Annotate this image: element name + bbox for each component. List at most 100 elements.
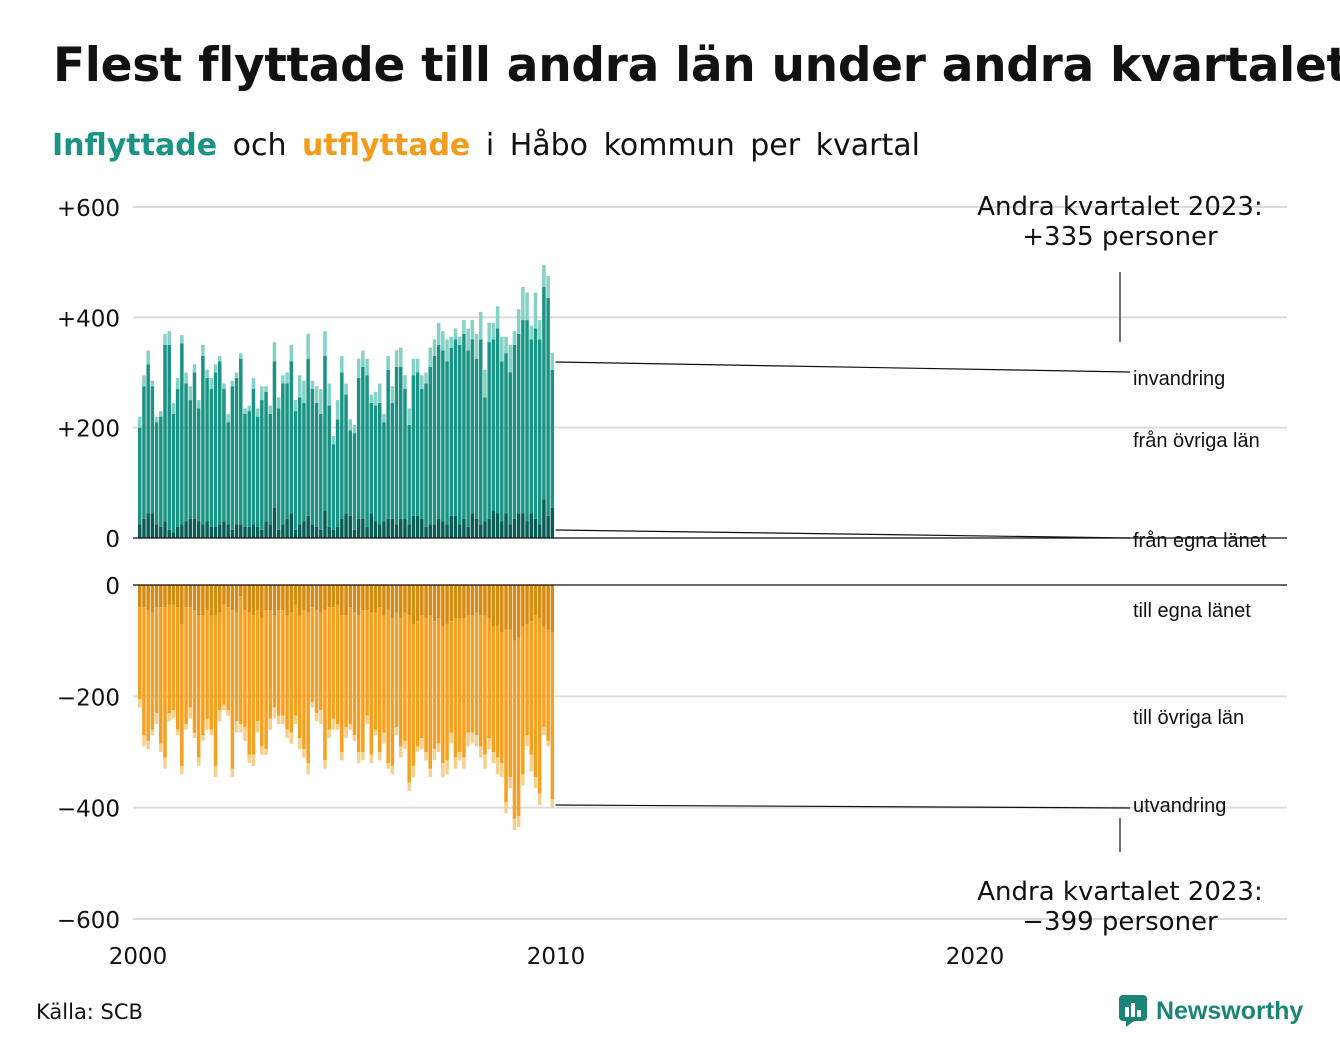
in-bar-från-övriga-län: [180, 343, 184, 525]
out-bar-till-övriga-län: [550, 632, 555, 800]
in-bar-från-övriga-län: [234, 378, 239, 525]
in-bar-från-övriga-län: [154, 422, 159, 525]
in-bar-invandring: [445, 339, 449, 362]
in-bar-från-övriga-län: [184, 383, 188, 522]
out-bar-till-egna-länet: [314, 585, 319, 611]
in-bar-invandring: [213, 364, 218, 373]
out-bar-utvandring: [407, 782, 411, 791]
in-bar-från-egna-länet: [386, 518, 390, 538]
out-bar-utvandring: [479, 746, 483, 758]
in-bar-från-egna-länet: [184, 521, 188, 538]
in-bar-från-övriga-län: [487, 342, 491, 519]
out-bar-till-övriga-län: [529, 621, 534, 755]
in-bar-invandring: [201, 344, 205, 356]
out-bar-till-övriga-län: [213, 615, 218, 766]
in-bar-från-övriga-län: [407, 424, 411, 525]
out-bar-utvandring: [340, 752, 344, 761]
in-bar-från-egna-länet: [171, 532, 176, 538]
out-bar-utvandring: [154, 713, 159, 725]
in-bar-invandring: [142, 375, 146, 387]
out-bar-utvandring: [209, 729, 214, 736]
out-bar-till-egna-länet: [445, 585, 449, 624]
out-bar-till-övriga-län: [239, 596, 243, 725]
out-bar-till-egna-länet: [394, 585, 399, 613]
in-bar-från-egna-länet: [377, 524, 382, 538]
in-bar-från-övriga-län: [479, 339, 483, 525]
out-bar-till-egna-länet: [268, 585, 273, 611]
out-bar-till-övriga-län: [411, 623, 416, 766]
in-bar-invandring: [546, 275, 550, 299]
in-bar-invandring: [479, 311, 483, 340]
out-bar-till-övriga-län: [167, 604, 171, 714]
in-bar-från-övriga-län: [340, 372, 344, 519]
in-bar-från-egna-länet: [188, 518, 193, 538]
in-bar-från-egna-länet: [276, 529, 281, 539]
top-ytick-label: 0: [105, 527, 120, 553]
out-bar-utvandring: [239, 724, 243, 733]
in-bar-från-egna-länet: [167, 529, 171, 539]
out-bar-till-övriga-län: [474, 612, 479, 736]
out-bar-utvandring: [319, 710, 323, 725]
in-bar-invandring: [394, 350, 399, 367]
in-bar-från-övriga-län: [327, 405, 331, 527]
out-bar-till-egna-länet: [462, 585, 466, 619]
bottom-annotation-line1: Andra kvartalet 2023:: [977, 877, 1262, 907]
bottom-series-label: till övriga län: [1133, 707, 1244, 729]
in-bar-invandring: [521, 286, 525, 321]
out-bar-utvandring: [196, 757, 201, 766]
in-bar-från-egna-länet: [255, 526, 260, 538]
out-bar-till-övriga-län: [276, 610, 281, 716]
in-bar-invandring: [314, 386, 319, 403]
in-bar-från-egna-länet: [213, 526, 218, 538]
out-bar-till-övriga-län: [209, 615, 214, 730]
in-bar-invandring: [457, 336, 462, 345]
in-bar-från-övriga-län: [512, 344, 517, 519]
in-bar-invandring: [449, 336, 454, 348]
out-bar-till-egna-länet: [188, 585, 193, 608]
out-bar-till-egna-länet: [432, 585, 437, 622]
in-bar-från-övriga-län: [196, 408, 201, 522]
out-bar-till-övriga-län: [546, 629, 550, 741]
in-bar-från-övriga-län: [504, 353, 508, 514]
out-bar-till-egna-länet: [264, 585, 268, 611]
in-bar-från-egna-länet: [314, 526, 319, 538]
out-bar-utvandring: [142, 735, 146, 747]
in-bar-invandring: [512, 331, 517, 345]
in-bar-invandring: [407, 408, 411, 425]
out-bar-till-egna-länet: [537, 585, 542, 619]
out-bar-till-egna-länet: [289, 585, 294, 613]
out-bar-till-övriga-län: [285, 615, 289, 730]
out-bar-till-egna-länet: [525, 585, 529, 624]
out-bar-till-egna-länet: [247, 585, 251, 613]
top-series-label: från egna länet: [1133, 530, 1267, 552]
in-bar-från-övriga-län: [251, 389, 256, 525]
out-bar-till-egna-länet: [293, 585, 298, 605]
out-bar-till-egna-länet: [159, 585, 163, 608]
out-bar-till-övriga-län: [159, 607, 163, 744]
in-bar-invandring: [508, 344, 512, 373]
subtitle-utflyttade: utflyttade: [302, 128, 471, 163]
in-bar-från-egna-länet: [297, 524, 302, 538]
in-bar-från-egna-länet: [293, 529, 298, 539]
in-bar-från-övriga-län: [449, 347, 454, 516]
in-bar-från-egna-länet: [260, 529, 264, 539]
chart-title: Flest flyttade till andra län under andr…: [53, 38, 1340, 93]
in-bar-invandring: [138, 416, 142, 428]
out-bar-till-egna-länet: [403, 585, 407, 613]
in-bar-invandring: [550, 353, 555, 370]
in-bar-från-egna-länet: [230, 529, 235, 539]
bottom-ytick-label: 0: [105, 574, 120, 600]
out-bar-till-egna-länet: [356, 585, 361, 616]
out-bar-till-övriga-län: [441, 626, 445, 764]
out-bar-utvandring: [521, 774, 525, 786]
out-bar-utvandring: [495, 757, 500, 775]
in-bar-från-egna-länet: [436, 518, 441, 538]
out-bar-till-övriga-län: [525, 623, 529, 736]
in-bar-från-egna-länet: [512, 518, 517, 538]
out-bar-utvandring: [361, 752, 365, 761]
out-bar-till-egna-länet: [213, 585, 218, 616]
in-bar-invandring: [386, 355, 390, 370]
out-bar-utvandring: [390, 765, 395, 775]
in-bar-från-egna-länet: [340, 518, 344, 538]
out-bar-till-övriga-län: [466, 615, 470, 733]
